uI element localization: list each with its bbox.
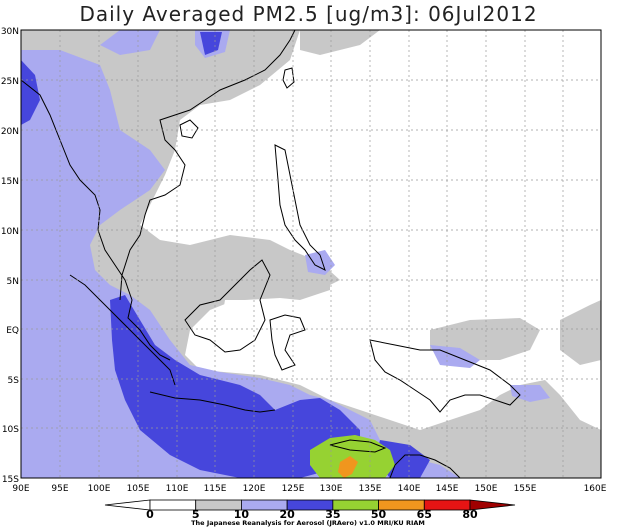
lat-label: 5N bbox=[7, 277, 19, 287]
coast-borneo bbox=[184, 259, 271, 353]
pm25-blue-nw bbox=[21, 60, 40, 125]
lat-label: 20N bbox=[1, 127, 19, 137]
colorbar-arrow-high bbox=[469, 499, 516, 511]
lat-label: 25N bbox=[1, 77, 19, 87]
lat-label: 10S bbox=[2, 425, 19, 435]
coast-sumatra bbox=[69, 274, 176, 386]
pm25-gray-area-ne bbox=[300, 30, 380, 55]
latitude-labels: 30N 25N 20N 15N 10N 5N EQ 5S 10S 15S bbox=[1, 27, 19, 485]
colorbar-box bbox=[149, 499, 197, 511]
coast-timor bbox=[329, 439, 387, 453]
lon-label: 145E bbox=[436, 484, 459, 494]
pm25-lightblue-east bbox=[510, 385, 550, 402]
lon-label: 130E bbox=[320, 484, 343, 494]
coast-new-guinea bbox=[369, 339, 521, 413]
lon-label: 135E bbox=[359, 484, 382, 494]
coastlines bbox=[21, 30, 521, 478]
pm25-blue-top bbox=[200, 32, 222, 55]
lat-label: 15N bbox=[1, 177, 19, 187]
colorbar-level-label: 20 bbox=[279, 508, 295, 521]
lon-label: 100E bbox=[88, 484, 111, 494]
coast-mainland-asia bbox=[21, 30, 296, 361]
colorbar: 0 5 10 20 35 50 65 80 bbox=[104, 499, 516, 521]
coast-australia bbox=[389, 454, 461, 478]
colorbar-level-label: 5 bbox=[192, 508, 200, 521]
lon-label: 90E bbox=[12, 484, 29, 494]
lon-label: 115E bbox=[204, 484, 227, 494]
longitude-labels: 90E 95E 100E 105E 110E 115E 120E 125E 13… bbox=[12, 484, 606, 494]
lat-label: 15S bbox=[2, 475, 19, 485]
pm25-gray-area-east bbox=[560, 300, 601, 365]
lat-label: 30N bbox=[1, 27, 19, 37]
lon-label: 155E bbox=[514, 484, 537, 494]
coast-philippines bbox=[274, 144, 326, 271]
grid-lines bbox=[21, 30, 601, 478]
lon-label: 110E bbox=[166, 484, 189, 494]
lat-label: EQ bbox=[6, 326, 19, 336]
lon-label: 95E bbox=[51, 484, 68, 494]
lat-label: 5S bbox=[8, 376, 20, 386]
coast-java bbox=[149, 391, 276, 413]
lon-label: 140E bbox=[398, 484, 421, 494]
pm25-lightblue-luzon bbox=[305, 250, 335, 275]
lat-label: 10N bbox=[1, 227, 19, 237]
credit-text: The Japanese Reanalysis for Aerosol (JRA… bbox=[191, 519, 425, 527]
lon-label: 105E bbox=[127, 484, 150, 494]
coast-taiwan bbox=[282, 67, 295, 89]
lon-label: 120E bbox=[243, 484, 266, 494]
map-frame bbox=[20, 29, 602, 479]
colorbar-arrow-low bbox=[104, 499, 151, 511]
colorbar-level-label: 10 bbox=[234, 508, 250, 521]
coast-sulawesi bbox=[269, 314, 306, 371]
colorbar-level-label: 0 bbox=[146, 508, 154, 521]
coast-hainan bbox=[179, 119, 199, 139]
lon-label: 125E bbox=[282, 484, 305, 494]
colorbar-level-label: 80 bbox=[462, 508, 478, 521]
pm25-lightblue-north bbox=[100, 30, 160, 55]
map-title: Daily Averaged PM2.5 [ug/m3]: 06Jul2012 bbox=[79, 2, 538, 26]
pm25-orange-area bbox=[338, 456, 358, 478]
lon-label: 150E bbox=[475, 484, 498, 494]
colorbar-level-label: 35 bbox=[325, 508, 340, 521]
colorbar-level-label: 65 bbox=[417, 508, 432, 521]
pm25-clear-scs bbox=[190, 130, 310, 235]
lon-label: 160E bbox=[584, 484, 607, 494]
pm25-blue-area bbox=[110, 295, 360, 478]
colorbar-level-label: 50 bbox=[371, 508, 387, 521]
